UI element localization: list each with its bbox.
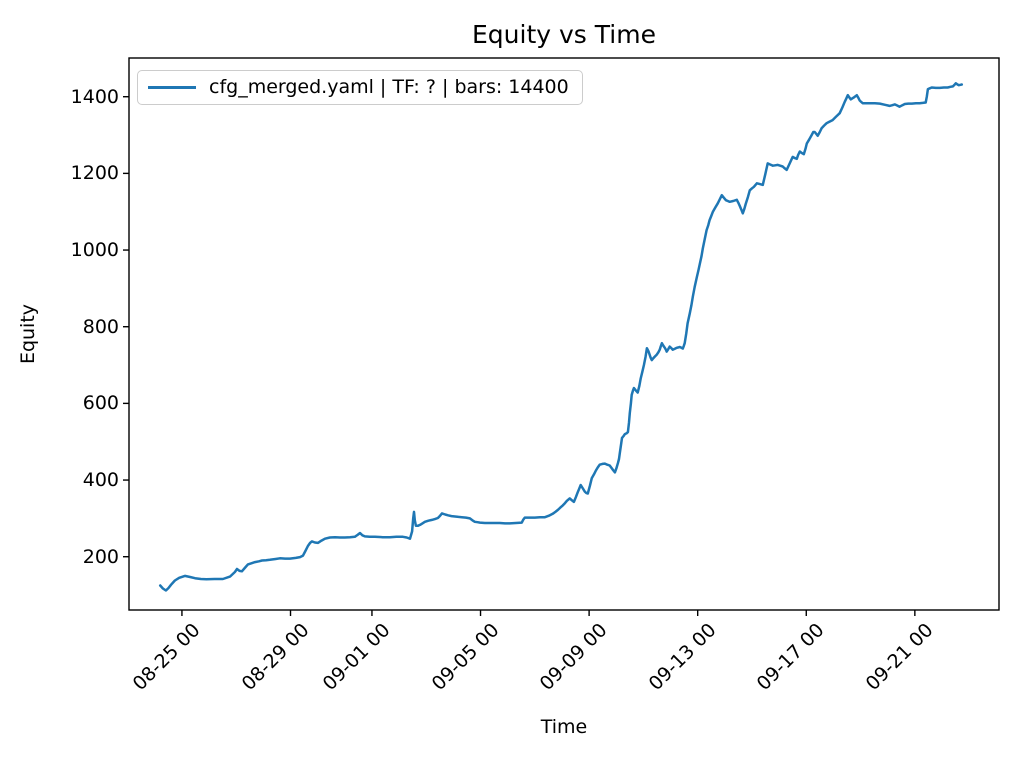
y-tick-label: 800: [82, 315, 119, 338]
legend-line-swatch: [148, 85, 196, 89]
x-axis-label: Time: [540, 716, 588, 738]
y-tick-label: 1400: [70, 85, 119, 108]
equity-line: [158, 82, 964, 592]
y-tick-label: 400: [82, 469, 119, 492]
y-tick-label: 200: [82, 545, 119, 568]
legend-label: cfg_merged.yaml | TF: ? | bars: 14400: [209, 76, 569, 98]
y-tick-label: 1000: [70, 239, 119, 262]
y-tick-label: 600: [82, 392, 119, 415]
y-tick-label: 1200: [70, 162, 119, 185]
axes-spines: [128, 57, 1000, 611]
legend: cfg_merged.yaml | TF: ? | bars: 14400: [137, 70, 583, 105]
y-axis-label: Equity: [17, 303, 39, 365]
chart-title: Equity vs Time: [472, 20, 656, 49]
